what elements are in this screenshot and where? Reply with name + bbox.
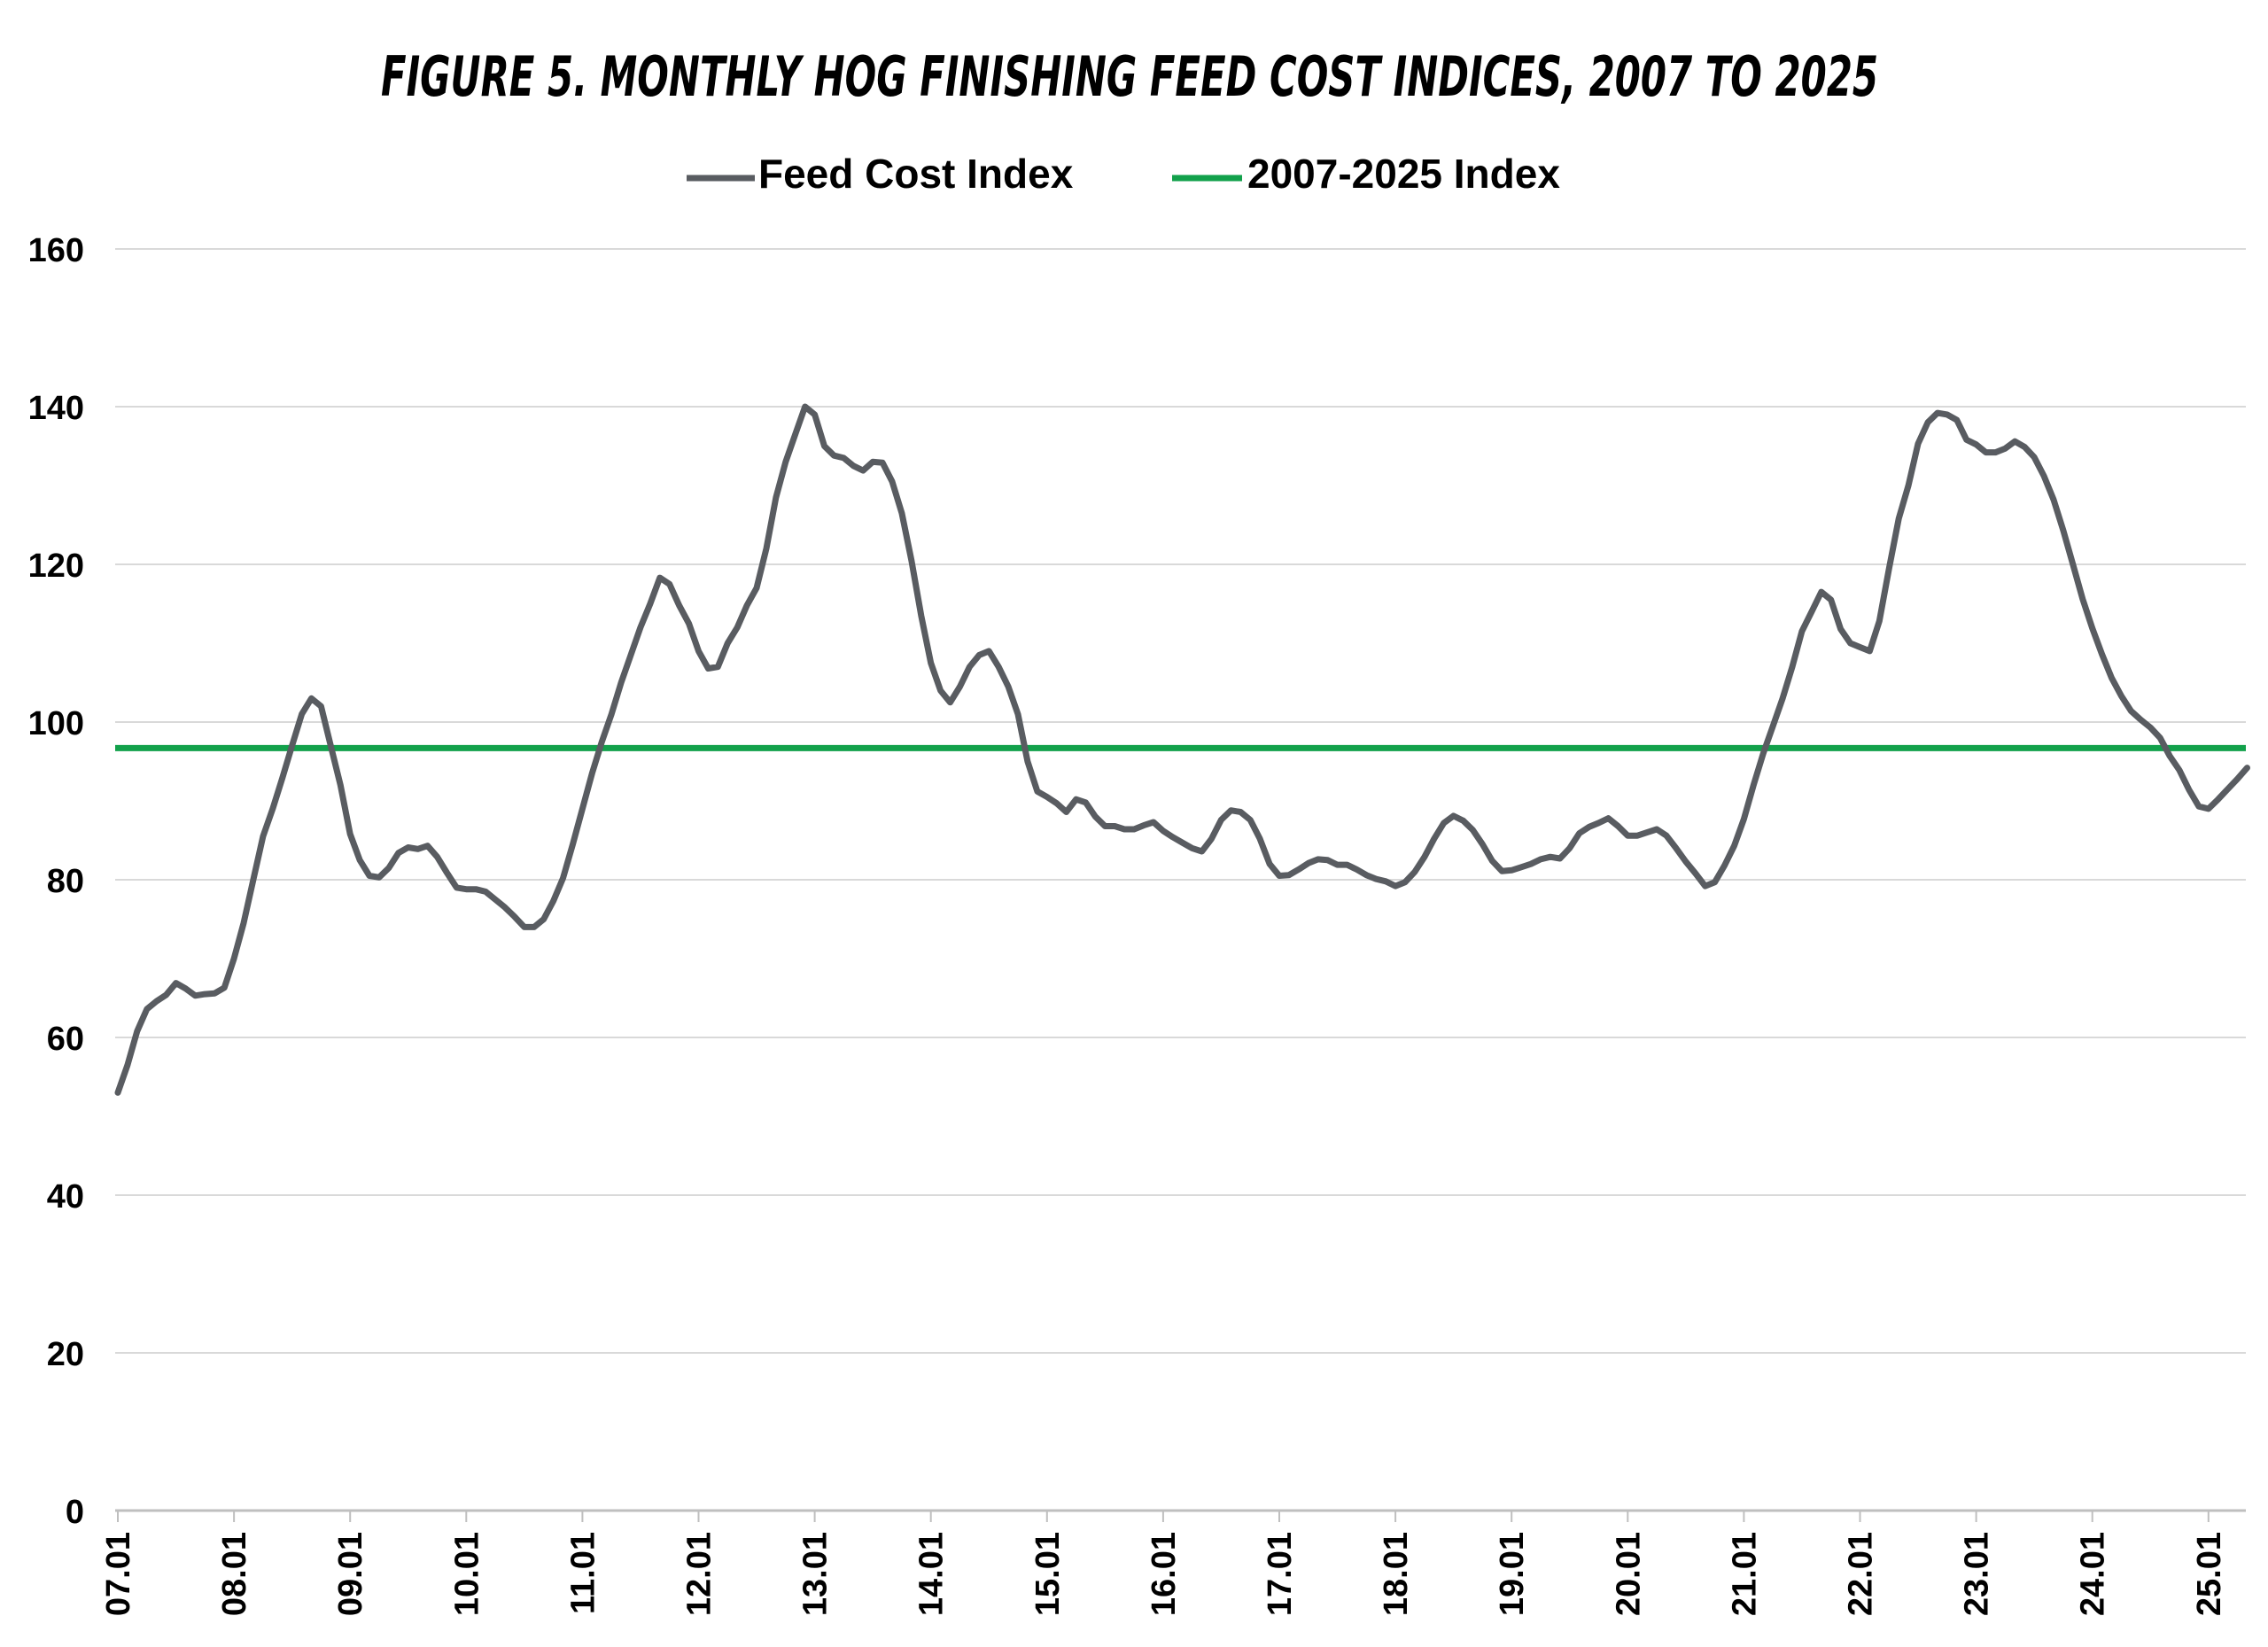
y-tick-label: 120	[28, 548, 84, 585]
y-tick-label: 160	[28, 232, 84, 269]
y-tick-label: 0	[66, 1494, 84, 1531]
gridlines	[115, 248, 2246, 1512]
y-tick-label: 80	[47, 863, 84, 900]
chart-title: FIGURE 5. MONTHLY HOG FINISHING FEED COS…	[381, 44, 1878, 109]
x-tick-label: 08.01	[216, 1532, 253, 1616]
x-axis: 07.01 08.01 09.01 10.01 11.01 12.01 13.01 14.01…	[100, 1511, 2228, 1616]
x-tick-label: 17.01	[1262, 1532, 1299, 1616]
y-tick-label: 100	[28, 705, 84, 742]
x-tick-label: 19.01	[1494, 1532, 1531, 1616]
x-tick-label: 23.01	[1959, 1532, 1996, 1616]
y-tick-label: 20	[47, 1336, 84, 1373]
x-tick-label: 25.01	[2191, 1532, 2228, 1616]
x-tick-label: 10.01	[448, 1532, 485, 1616]
x-tick-label: 16.01	[1146, 1532, 1183, 1616]
x-tick-label: 18.01	[1378, 1532, 1415, 1616]
plot-area	[114, 403, 2250, 1096]
x-tick-label: 20.01	[1610, 1532, 1647, 1616]
x-tick-label: 13.01	[797, 1532, 835, 1616]
y-tick-label: 40	[47, 1178, 84, 1216]
legend-label-benchmark: 2007-2025 Index	[1247, 151, 1560, 197]
x-tick-label: 09.01	[332, 1532, 369, 1616]
x-tick-label: 07.01	[100, 1532, 137, 1616]
y-tick-label: 60	[47, 1021, 84, 1058]
x-tick-label: 15.01	[1029, 1532, 1067, 1616]
y-tick-label: 140	[28, 390, 84, 427]
x-tick-label: 12.01	[681, 1532, 718, 1616]
x-tick-label: 14.01	[913, 1532, 951, 1616]
y-axis: 0 20 40 60 80 100 120 140 160	[28, 232, 84, 1531]
series-line-feed-cost-index	[114, 403, 2250, 1096]
legend: Feed Cost Index 2007-2025 Index	[687, 151, 1560, 197]
x-tick-label: 11.01	[564, 1532, 602, 1614]
legend-label-feed-cost: Feed Cost Index	[758, 151, 1074, 197]
x-tick-label: 21.01	[1726, 1532, 1763, 1616]
x-tick-label: 24.01	[2075, 1532, 2112, 1616]
x-tick-label: 22.01	[1843, 1532, 1880, 1616]
